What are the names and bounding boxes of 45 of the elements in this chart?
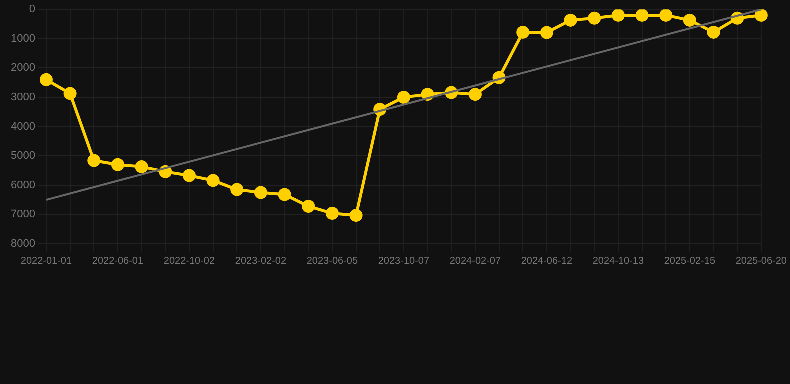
point [206, 174, 220, 188]
point [230, 183, 244, 196]
x-tick-label: 2024-10-13 [592, 256, 644, 267]
x-tick-label: 2025-06-20 [736, 256, 788, 267]
point [278, 188, 292, 202]
point [660, 10, 673, 22]
point [111, 158, 124, 172]
x-tick-label: 2023-02-02 [235, 256, 287, 267]
point [754, 10, 768, 22]
y-tick-label: 1000 [10, 32, 36, 45]
point [254, 186, 268, 200]
x-tick-label: 2023-10-07 [378, 256, 430, 267]
point [516, 26, 530, 39]
y-tick-label: 7000 [10, 208, 36, 221]
y-tick-label: 5000 [10, 150, 36, 162]
point [397, 91, 410, 104]
y-tick-label: 4000 [10, 120, 36, 133]
x-tick-label: 2022-01-01 [20, 256, 72, 267]
x-tick-label: 2024-02-07 [450, 256, 502, 267]
point [540, 26, 554, 40]
x-tick-label: 2022-10-02 [164, 256, 216, 267]
point [612, 10, 625, 22]
x-tick-label: 2025-02-15 [664, 256, 716, 267]
y-tick-label: 8000 [10, 238, 36, 250]
point [707, 26, 720, 39]
point [40, 73, 53, 86]
point [326, 207, 339, 220]
y-tick-label: 3000 [10, 92, 36, 104]
x-tick-label: 2023-06-05 [306, 256, 358, 267]
point [302, 200, 316, 213]
x-tick-label: 2024-06-12 [521, 256, 573, 267]
point [564, 14, 578, 27]
point [182, 169, 196, 182]
point [350, 209, 363, 222]
point [636, 10, 649, 22]
x-tick-label: 2022-06-01 [92, 256, 144, 267]
point [683, 14, 696, 27]
point [64, 87, 77, 100]
point [468, 88, 482, 102]
point [135, 160, 148, 174]
point [588, 12, 602, 25]
point [88, 154, 101, 168]
y-tick-label: 2000 [10, 62, 36, 74]
y-tick-label: 6000 [10, 179, 36, 192]
y-tick-label: 0 [29, 4, 36, 16]
